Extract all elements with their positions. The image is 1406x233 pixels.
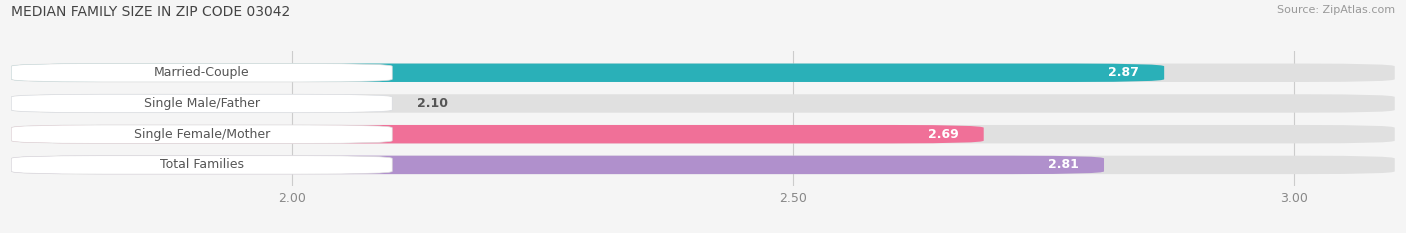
Text: 2.81: 2.81: [1047, 158, 1078, 171]
Text: 2.10: 2.10: [418, 97, 449, 110]
Text: 2.69: 2.69: [928, 128, 959, 141]
FancyBboxPatch shape: [11, 94, 392, 113]
Text: Source: ZipAtlas.com: Source: ZipAtlas.com: [1277, 5, 1395, 15]
Text: Total Families: Total Families: [160, 158, 243, 171]
Text: Single Female/Mother: Single Female/Mother: [134, 128, 270, 141]
FancyBboxPatch shape: [11, 156, 392, 174]
FancyBboxPatch shape: [11, 64, 1395, 82]
Text: Married-Couple: Married-Couple: [153, 66, 249, 79]
FancyBboxPatch shape: [11, 64, 392, 82]
Text: Single Male/Father: Single Male/Father: [143, 97, 260, 110]
FancyBboxPatch shape: [11, 125, 1395, 143]
FancyBboxPatch shape: [11, 156, 1104, 174]
FancyBboxPatch shape: [11, 125, 984, 143]
FancyBboxPatch shape: [11, 156, 1395, 174]
Text: MEDIAN FAMILY SIZE IN ZIP CODE 03042: MEDIAN FAMILY SIZE IN ZIP CODE 03042: [11, 5, 291, 19]
Text: 2.87: 2.87: [1108, 66, 1139, 79]
FancyBboxPatch shape: [11, 64, 1164, 82]
FancyBboxPatch shape: [11, 94, 392, 113]
FancyBboxPatch shape: [11, 94, 1395, 113]
FancyBboxPatch shape: [11, 125, 392, 143]
